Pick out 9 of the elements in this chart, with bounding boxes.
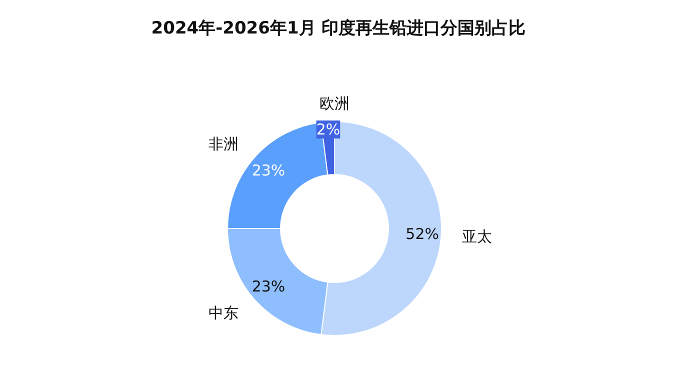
slice-label: 中东 bbox=[208, 304, 238, 322]
slice-label: 亚太 bbox=[462, 228, 492, 246]
data-label: 52% bbox=[406, 225, 439, 244]
chart-title: 2024年-2026年1月 印度再生铅进口分国别占比 bbox=[151, 18, 526, 38]
data-label: 23% bbox=[252, 161, 286, 180]
slice-label: 欧洲 bbox=[320, 94, 350, 112]
data-label: 23% bbox=[252, 278, 286, 296]
slice-label: 非洲 bbox=[208, 134, 238, 153]
data-label: 2% bbox=[316, 120, 340, 138]
